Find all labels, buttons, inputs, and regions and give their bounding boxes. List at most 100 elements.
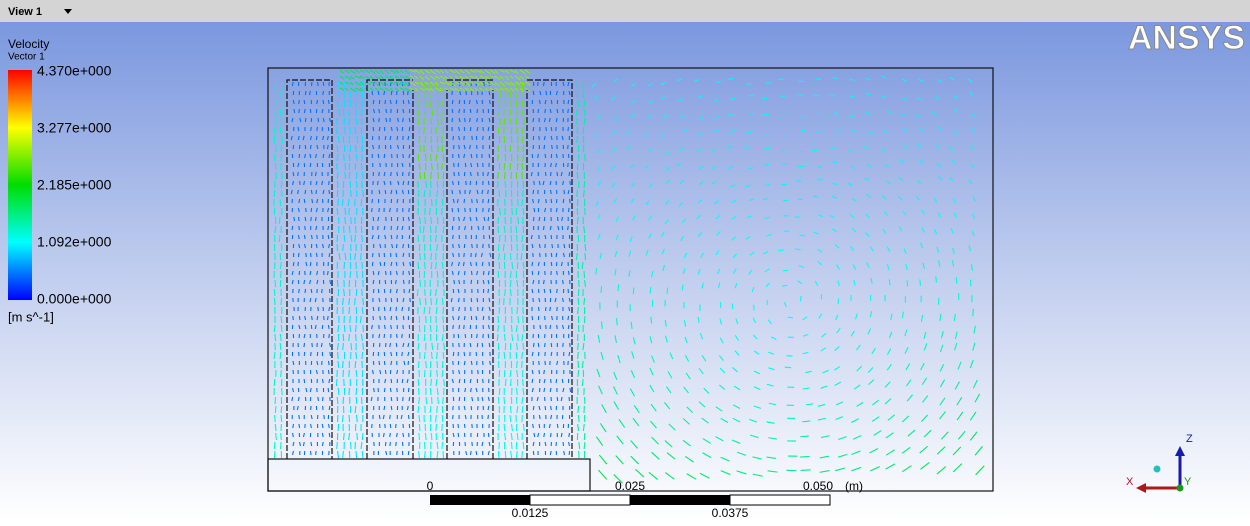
vector-arrow (436, 226, 437, 233)
vector-arrow (463, 262, 464, 266)
vector-arrow (578, 352, 579, 359)
vector-arrow (618, 284, 619, 291)
vector-arrow (584, 118, 585, 125)
vector-arrow (556, 253, 557, 257)
vector-arrow (970, 280, 971, 287)
vector-arrow (343, 370, 344, 377)
vector-arrow (764, 134, 769, 135)
vector-arrow (407, 406, 408, 410)
vector-arrow (544, 433, 545, 437)
vector-arrow (293, 433, 294, 437)
vector-arrow (561, 433, 562, 437)
vector-arrow (471, 388, 472, 392)
vector-arrow (425, 298, 426, 305)
vector-arrow (384, 172, 385, 176)
vector-arrow (458, 289, 459, 293)
vector-arrow (362, 262, 363, 269)
vector-arrow (315, 172, 316, 176)
vector-arrow (443, 280, 444, 287)
vector-arrow (349, 172, 350, 179)
vector-arrow (475, 253, 476, 257)
vector-arrow (498, 325, 499, 332)
vector-arrow (317, 127, 318, 131)
vector-arrow (470, 109, 471, 113)
vector-arrow (362, 307, 363, 314)
vector-arrow (317, 316, 318, 320)
vector-arrow (318, 82, 319, 86)
vector-arrow (417, 289, 418, 296)
vector-arrow (570, 181, 571, 185)
vector-arrow (385, 316, 386, 320)
triad-center (1154, 466, 1161, 473)
vector-arrow (516, 100, 517, 107)
vector-arrow (442, 370, 443, 377)
vector-arrow (390, 343, 391, 347)
vector-arrow (472, 199, 473, 203)
vector-arrow (458, 154, 459, 158)
vector-arrow (583, 127, 584, 134)
vector-arrow (355, 199, 356, 206)
vector-arrow (342, 415, 343, 422)
vector-arrow (419, 136, 420, 143)
vector-arrow (476, 316, 477, 320)
vector-arrow (293, 361, 294, 365)
vector-arrow (633, 288, 634, 295)
vector-arrow (431, 262, 432, 269)
vector-arrow (814, 95, 819, 96)
vector-arrow (517, 388, 518, 395)
vector-arrow (522, 406, 523, 413)
vector-arrow (430, 289, 431, 296)
vector-arrow (488, 199, 489, 203)
vector-arrow (476, 217, 477, 221)
vector-arrow (431, 433, 432, 440)
vector-arrow (409, 172, 410, 176)
view-selector[interactable]: View 1 (8, 6, 42, 18)
vector-arrow (457, 199, 458, 203)
vector-arrow (378, 217, 379, 221)
vector-arrow (552, 244, 553, 248)
vector-arrow (362, 145, 363, 152)
vector-arrow (522, 127, 523, 134)
vector-arrow (432, 343, 433, 350)
vector-arrow (305, 289, 306, 293)
vector-arrow (489, 343, 490, 347)
vector-arrow (540, 100, 541, 104)
vector-arrow (327, 271, 328, 275)
vector-arrow (437, 406, 438, 413)
vector-arrow (453, 235, 454, 239)
vector-arrow (556, 208, 557, 212)
vector-arrow (798, 166, 803, 167)
vector-arrow (540, 253, 541, 257)
vector-arrow (464, 199, 465, 203)
vector-arrow (568, 271, 569, 275)
vector-arrow (585, 154, 586, 161)
vector-arrow (338, 352, 339, 359)
vector-arrow (533, 217, 534, 221)
vector-arrow (293, 172, 294, 176)
vector-arrow (402, 379, 403, 383)
vector-arrow (385, 136, 386, 140)
vector-arrow (299, 424, 300, 428)
vector-arrow (453, 244, 454, 248)
vector-arrow (275, 280, 276, 287)
vector-arrow (311, 127, 312, 131)
vector-arrow (355, 298, 356, 305)
vector-arrow (410, 298, 411, 302)
vector-arrow (551, 127, 552, 131)
vector-arrow (483, 244, 484, 248)
vector-arrow (363, 343, 364, 350)
vector-arrow (464, 172, 465, 176)
vector-arrow (391, 235, 392, 239)
vector-arrow (570, 343, 571, 347)
vector-arrow (429, 307, 430, 314)
legend-label: 4.370e+000 (37, 63, 112, 79)
vector-arrow (275, 109, 276, 116)
vector-arrow (510, 280, 511, 287)
vector-arrow (551, 406, 552, 410)
vector-arrow (584, 109, 585, 116)
vector-arrow (275, 145, 276, 152)
vector-arrow (778, 250, 783, 251)
vector-arrow (490, 100, 491, 104)
vector-arrow (538, 199, 539, 203)
vector-arrow (304, 100, 305, 104)
